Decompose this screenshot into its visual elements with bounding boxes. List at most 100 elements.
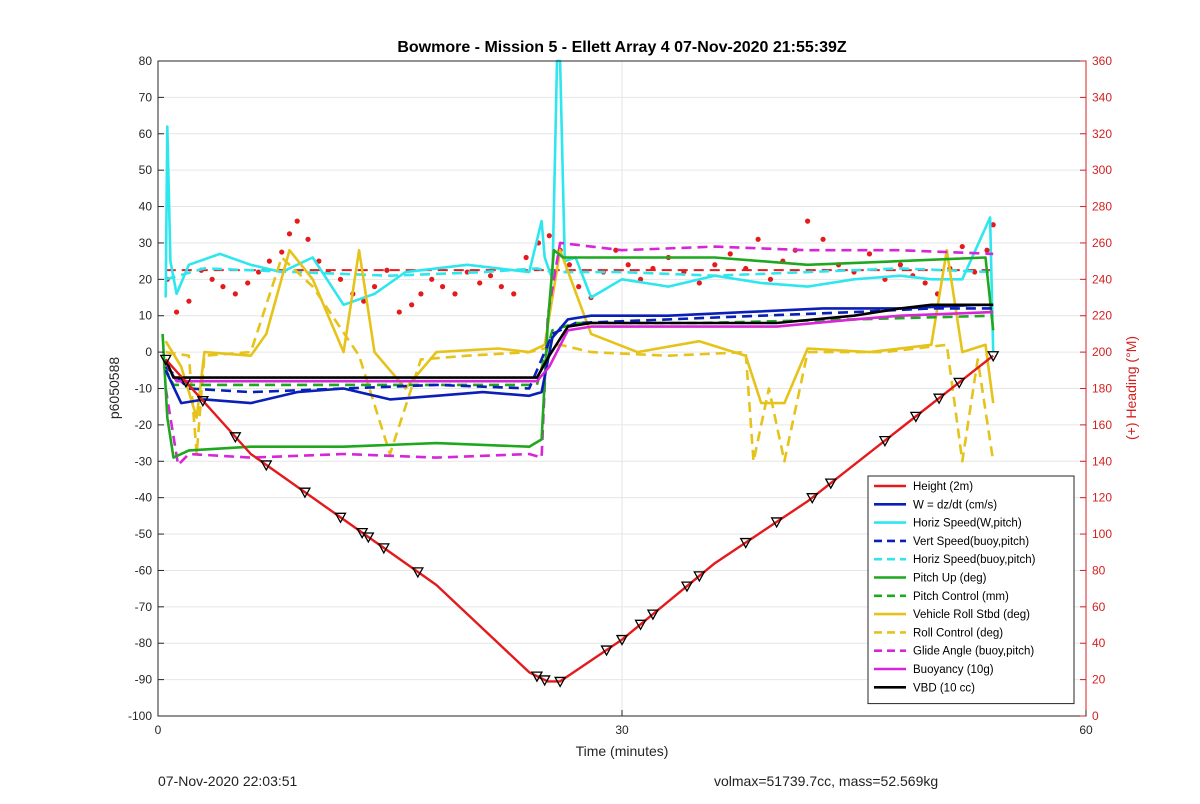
height-marker	[953, 377, 966, 389]
y2-tick-label: 40	[1092, 636, 1106, 650]
y2-tick-label: 360	[1092, 54, 1112, 68]
x-tick-label: 0	[155, 723, 162, 737]
y-tick-label: 80	[139, 54, 153, 68]
legend: Height (2m) W = dz/dt (cm/s) Horiz Speed(W…	[867, 475, 1075, 705]
heading-point	[255, 269, 262, 275]
heading-point	[286, 231, 293, 237]
height-marker	[909, 411, 922, 423]
y2-tick-label: 260	[1092, 236, 1112, 250]
series-height-2m	[164, 354, 994, 683]
legend-box	[867, 475, 1075, 705]
y2-tick-label: 280	[1092, 200, 1112, 214]
y-tick-label: -60	[135, 563, 153, 577]
height-marker	[693, 571, 706, 583]
y2-axis-label: (+) Heading (°M)	[1123, 336, 1139, 440]
y2-tick-label: 140	[1092, 454, 1112, 468]
height-marker	[411, 567, 424, 579]
heading-point	[897, 262, 904, 268]
legend-label: Height (2m)	[913, 481, 973, 493]
y2-tick-label: 160	[1092, 418, 1112, 432]
y-tick-label: 40	[139, 200, 153, 214]
heading-point	[805, 218, 811, 224]
height-marker	[377, 543, 390, 555]
legend-label: Horiz Speed(buoy,pitch)	[913, 554, 1036, 566]
heading-point	[922, 280, 928, 286]
height-marker	[770, 517, 783, 529]
height-marker	[615, 634, 629, 646]
legend-label: Vehicle Roll Stbd (deg)	[913, 609, 1030, 621]
heading-point	[613, 247, 619, 253]
y-tick-label: 50	[139, 163, 153, 177]
y2-tick-label: 0	[1092, 709, 1099, 723]
heading-point	[316, 258, 322, 264]
heading-point	[452, 291, 458, 297]
heading-point	[245, 280, 251, 286]
y-tick-label: 10	[139, 309, 153, 323]
legend-label: Pitch Control (mm)	[913, 591, 1009, 603]
heading-point	[523, 254, 529, 261]
footer-vehicle-info: volmax=51739.7cc, mass=52.569kg	[714, 773, 939, 789]
y2-tick-label: 300	[1092, 163, 1112, 177]
heading-point	[511, 291, 517, 297]
height-marker	[159, 354, 172, 366]
heading-point	[576, 284, 582, 290]
height-marker	[680, 581, 694, 593]
heading-point	[546, 233, 552, 239]
height-marker	[538, 675, 551, 687]
heading-point	[566, 262, 573, 268]
y-tick-label: 20	[139, 272, 153, 286]
y2-tick-label: 80	[1092, 563, 1106, 577]
series-w-dz-dt-cm-s	[164, 303, 994, 405]
height-marker	[260, 460, 273, 472]
height-marker	[987, 351, 1000, 363]
heading-point	[755, 236, 761, 242]
heading-point	[279, 249, 285, 255]
height-marker	[229, 432, 242, 444]
height-marker	[179, 377, 192, 389]
height-marker	[362, 532, 375, 544]
series-vbd-10-cc	[164, 303, 994, 379]
footer-timestamp: 07-Nov-2020 22:03:51	[158, 773, 298, 789]
heading-point	[625, 262, 631, 268]
y2-tick-label: 120	[1092, 491, 1112, 505]
height-marker	[554, 676, 567, 688]
heading-point	[984, 247, 990, 253]
height-marker	[600, 645, 613, 657]
heading-point	[266, 258, 272, 264]
heading-point	[477, 280, 483, 286]
heading-point	[696, 280, 702, 286]
heading-point	[498, 284, 504, 290]
heading-point	[371, 284, 378, 290]
heading-point	[384, 267, 390, 273]
x-tick-label: 30	[615, 723, 629, 737]
y2-tick-label: 180	[1092, 382, 1112, 396]
axes: -100-90-80-70-60-50-40-30-20-10010203040…	[128, 54, 1112, 737]
heading-point	[409, 302, 415, 308]
legend-label: Pitch Up (deg)	[913, 573, 987, 585]
chart-title: Bowmore - Mission 5 - Ellett Array 4 07-…	[397, 39, 847, 56]
heading-point	[727, 251, 733, 257]
heading-point	[959, 243, 965, 250]
y-tick-label: -80	[135, 636, 153, 650]
y-tick-label: 70	[139, 90, 153, 104]
y2-tick-label: 100	[1092, 527, 1112, 541]
y-tick-label: 30	[139, 236, 153, 250]
height-marker	[196, 396, 209, 408]
legend-label: W = dz/dt (cm/s)	[913, 499, 997, 511]
y-axis-label: p6050588	[106, 357, 122, 420]
y2-tick-label: 320	[1092, 127, 1112, 141]
markers-layer	[159, 351, 1000, 688]
heading-point	[866, 251, 873, 257]
height-marker	[334, 512, 347, 524]
height-marker	[739, 537, 752, 549]
legend-label: Vert Speed(buoy,pitch)	[913, 536, 1029, 548]
heading-point	[220, 284, 226, 290]
heading-point	[186, 298, 192, 304]
heading-point	[439, 284, 446, 290]
y2-tick-label: 200	[1092, 345, 1112, 359]
heading-point	[396, 309, 402, 315]
chart: -100-90-80-70-60-50-40-30-20-10010203040…	[106, 39, 1139, 759]
height-marker	[646, 609, 660, 621]
legend-label: Glide Angle (buoy,pitch)	[913, 646, 1034, 658]
height-marker	[298, 487, 312, 499]
